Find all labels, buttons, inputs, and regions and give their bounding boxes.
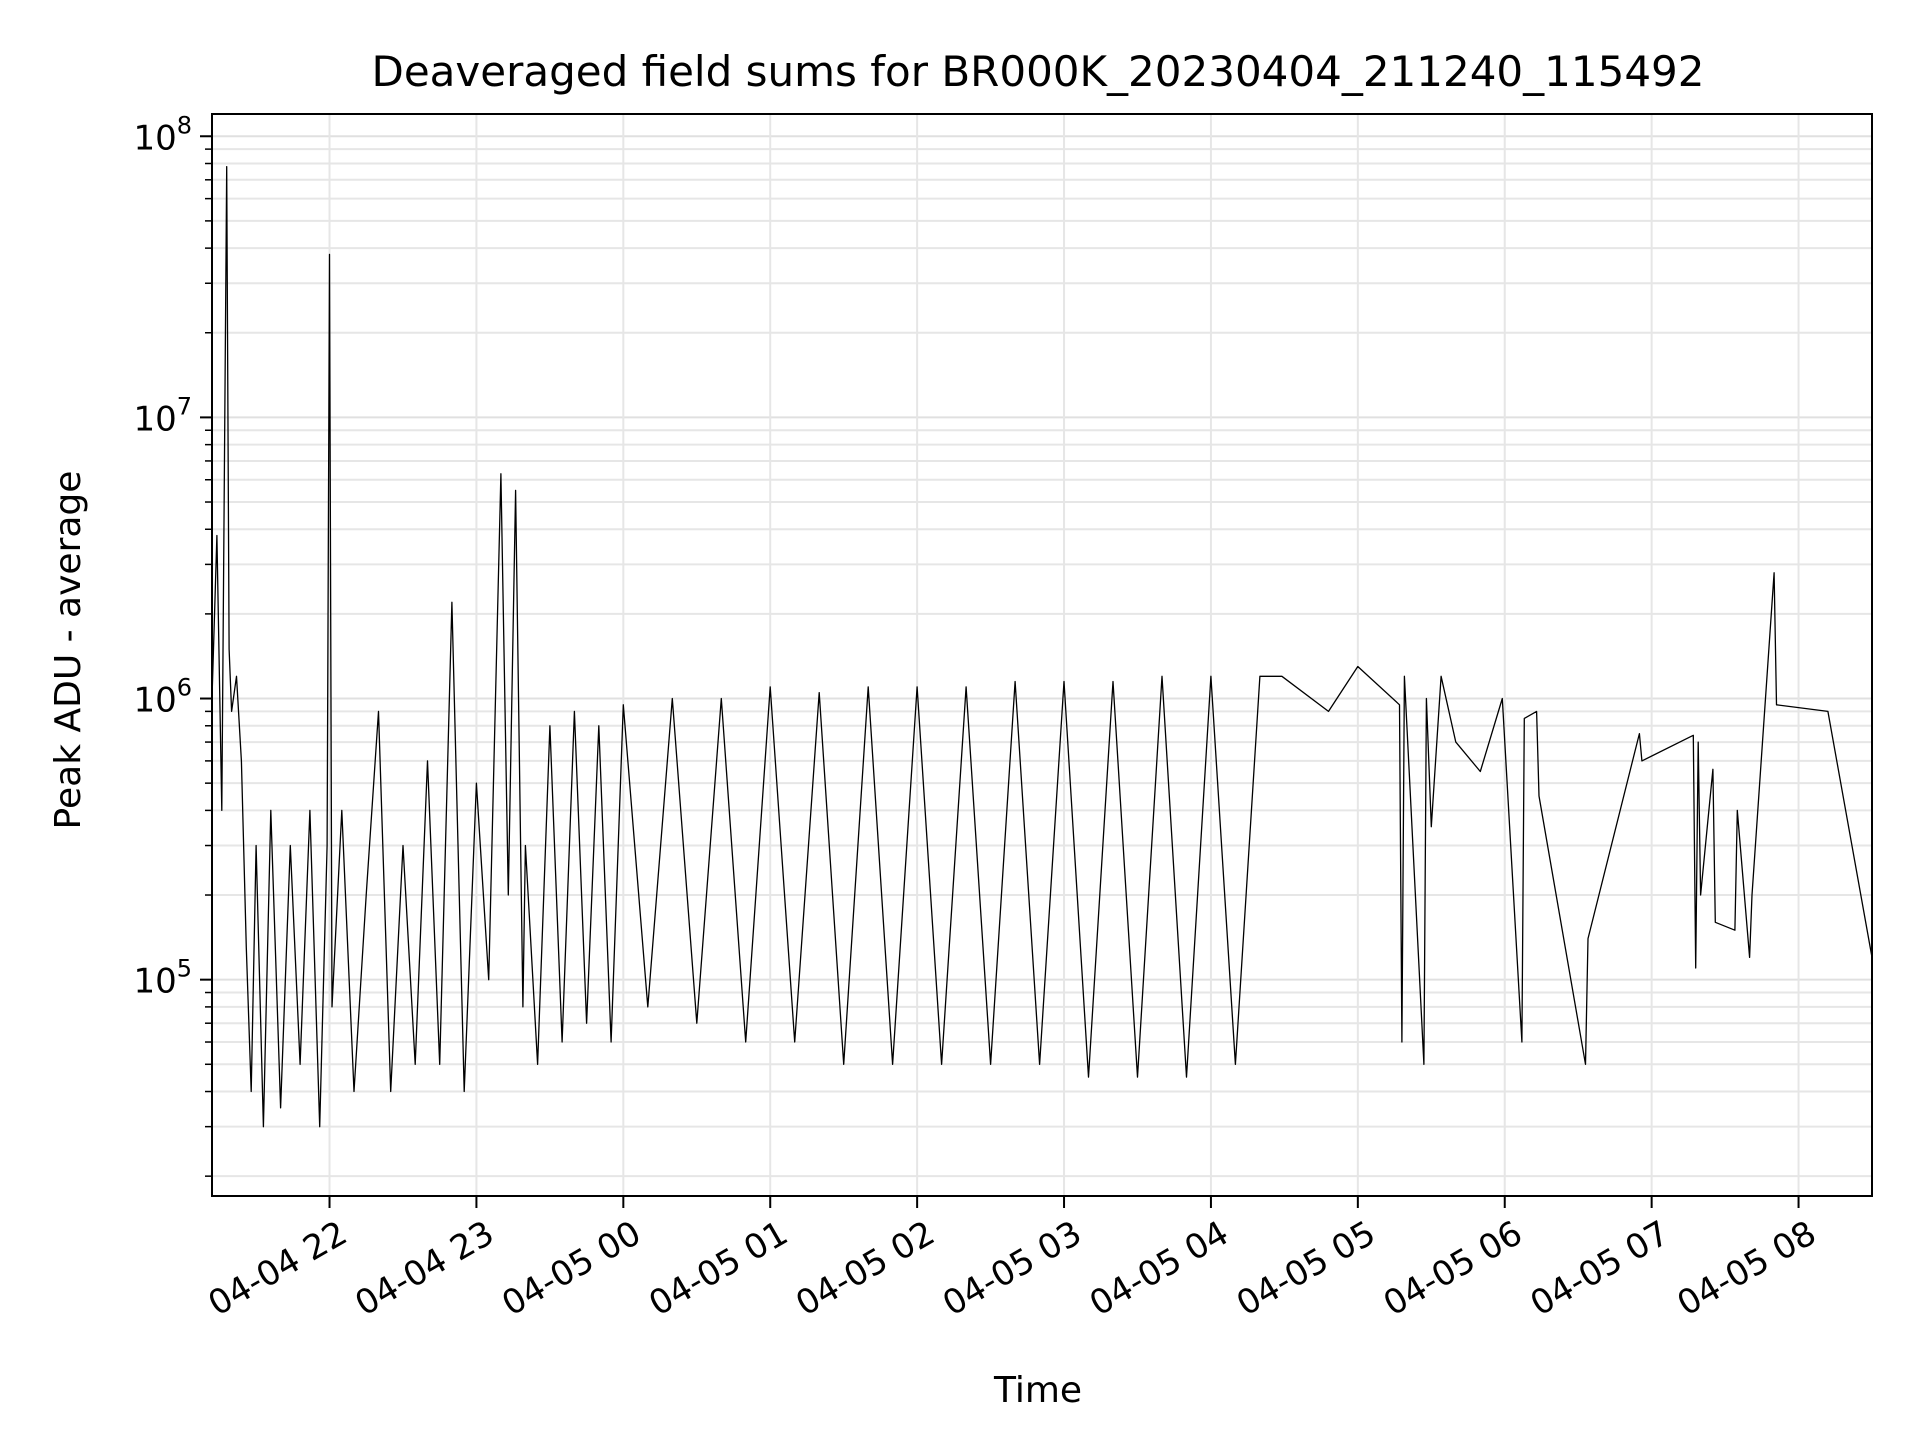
y-tick-label: 108 xyxy=(133,111,192,158)
y-axis-label: Peak ADU - average xyxy=(48,471,89,830)
chart-title: Deaveraged field sums for BR000K_2023040… xyxy=(372,47,1705,96)
x-axis-label: Time xyxy=(993,1370,1082,1411)
y-tick-label: 106 xyxy=(133,674,192,721)
plot-frame xyxy=(211,113,1873,1197)
y-tick-label: 107 xyxy=(133,392,192,439)
series-line xyxy=(211,165,1873,1128)
y-tick-label: 105 xyxy=(133,955,192,1002)
grid xyxy=(212,114,1872,1196)
data-layer xyxy=(211,165,1873,1128)
